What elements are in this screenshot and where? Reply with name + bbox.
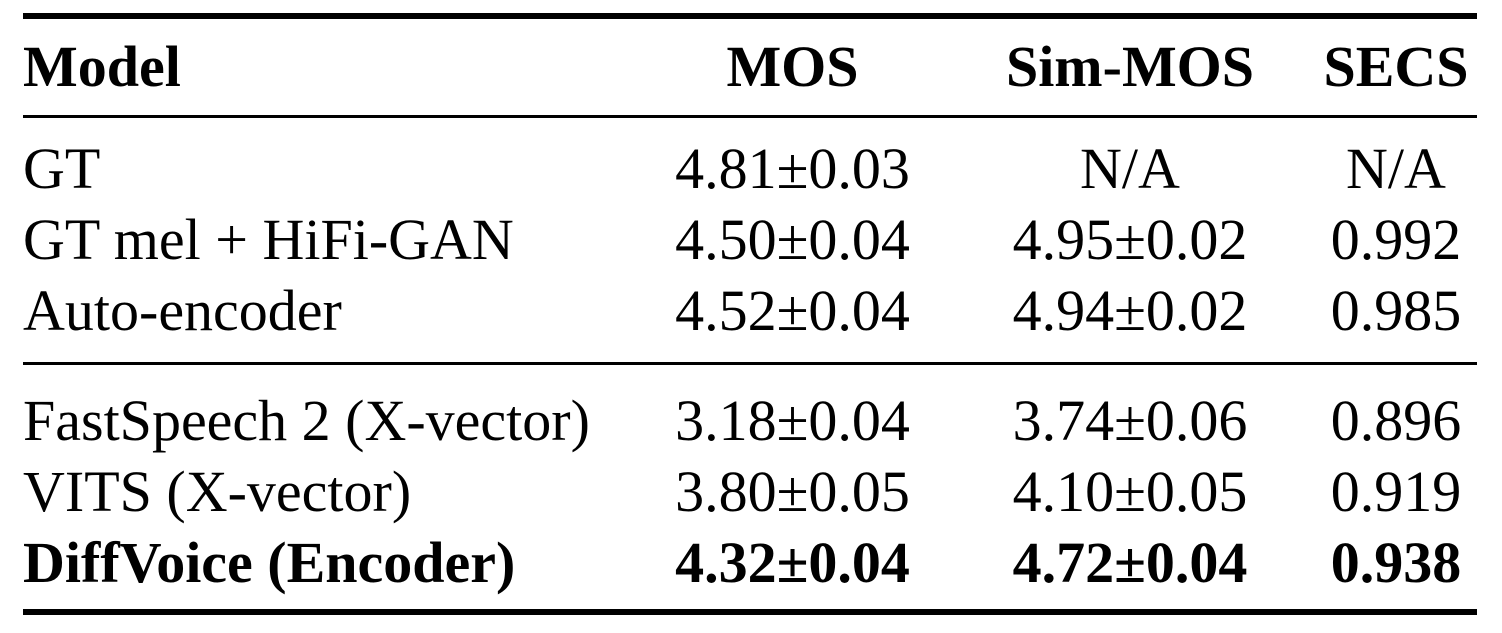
table-row-diffvoice: DiffVoice (Encoder) 4.32±0.04 4.72±0.04 …	[23, 527, 1477, 612]
cell-secs: N/A	[1346, 136, 1446, 201]
cell-sim-mos: 3.74±0.06	[1012, 388, 1248, 453]
cell-model: FastSpeech 2 (X-vector)	[23, 388, 590, 453]
column-header-model: Model	[23, 34, 181, 99]
cell-mos: 3.18±0.04	[675, 388, 910, 453]
cell-mos: 4.52±0.04	[675, 278, 910, 343]
cell-model: DiffVoice (Encoder)	[23, 530, 516, 595]
cell-mos: 4.50±0.04	[675, 207, 910, 272]
cell-model: VITS (X-vector)	[23, 459, 412, 524]
table-row-gt: GT 4.81±0.03 N/A N/A	[23, 117, 1477, 205]
table-row-fastspeech2: FastSpeech 2 (X-vector) 3.18±0.04 3.74±0…	[23, 363, 1477, 457]
results-table-container: Model MOS Sim-MOS SECS GT 4.81±0.03 N/A …	[23, 13, 1477, 615]
cell-sim-mos: 4.72±0.04	[1012, 530, 1248, 595]
cell-model: GT	[23, 136, 101, 201]
cell-model: Auto-encoder	[23, 278, 342, 343]
cell-mos: 3.80±0.05	[675, 459, 910, 524]
table-body: GT 4.81±0.03 N/A N/A GT mel + HiFi-GAN 4…	[23, 117, 1477, 613]
cell-secs: 0.938	[1330, 530, 1462, 595]
cell-sim-mos: 4.94±0.02	[1012, 278, 1248, 343]
table-row-auto-encoder: Auto-encoder 4.52±0.04 4.94±0.02 0.985	[23, 275, 1477, 364]
column-header-mos: MOS	[726, 34, 859, 99]
cell-secs: 0.896	[1330, 388, 1462, 453]
cell-secs: 0.992	[1330, 207, 1462, 272]
cell-mos: 4.81±0.03	[675, 136, 910, 201]
cell-sim-mos: 4.95±0.02	[1012, 207, 1248, 272]
results-table: Model MOS Sim-MOS SECS GT 4.81±0.03 N/A …	[23, 13, 1477, 615]
column-header-secs: SECS	[1323, 34, 1469, 99]
cell-model: GT mel + HiFi-GAN	[23, 207, 514, 272]
header-row: Model MOS Sim-MOS SECS	[23, 16, 1477, 117]
cell-sim-mos: 4.10±0.05	[1012, 459, 1248, 524]
table-row-gt-mel-hifigan: GT mel + HiFi-GAN 4.50±0.04 4.95±0.02 0.…	[23, 204, 1477, 275]
column-header-sim-mos: Sim-MOS	[1005, 34, 1255, 99]
table-row-vits: VITS (X-vector) 3.80±0.05 4.10±0.05 0.91…	[23, 456, 1477, 527]
table-header: Model MOS Sim-MOS SECS	[23, 16, 1477, 117]
cell-secs: 0.985	[1330, 278, 1462, 343]
cell-mos: 4.32±0.04	[675, 530, 910, 595]
cell-sim-mos: N/A	[1080, 136, 1180, 201]
cell-secs: 0.919	[1330, 459, 1462, 524]
